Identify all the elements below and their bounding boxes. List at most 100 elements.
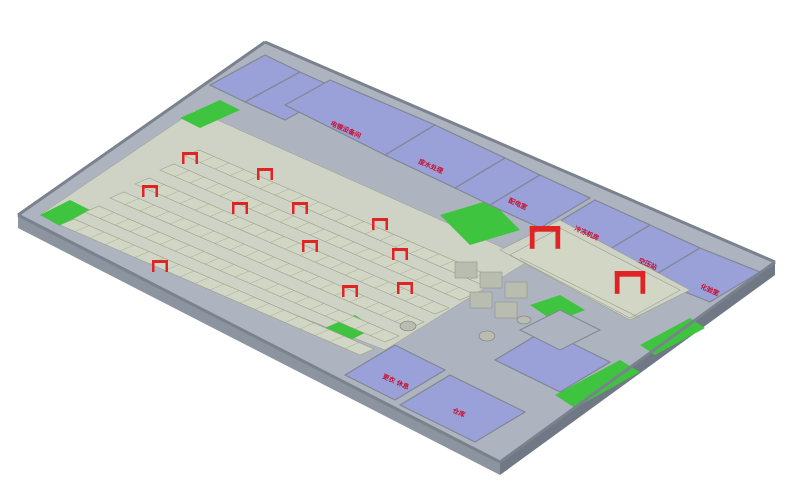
tank-divider xyxy=(344,268,360,276)
tank-divider xyxy=(114,218,130,226)
crane-beam xyxy=(305,202,308,214)
wall-south-east xyxy=(499,260,776,464)
tank-divider xyxy=(289,195,305,202)
slab-front-right xyxy=(500,262,775,475)
tank-divider xyxy=(419,301,435,308)
tank-divider xyxy=(379,308,395,316)
equipment-blocks xyxy=(399,261,532,342)
crane-beam xyxy=(555,226,561,249)
tank-divider xyxy=(224,216,240,224)
crane-beam xyxy=(152,260,155,272)
right-hall-line xyxy=(509,227,681,319)
tank-divider xyxy=(279,290,295,297)
equipment-2 xyxy=(479,271,503,289)
tank-divider xyxy=(369,254,385,262)
crane-beam xyxy=(410,282,413,294)
tank-divider xyxy=(174,244,190,252)
tank-divider xyxy=(284,316,300,323)
crane-beam xyxy=(232,202,248,205)
tank-divider xyxy=(394,240,410,248)
equipment-5 xyxy=(494,301,518,319)
tank-divider xyxy=(209,210,225,217)
gantry-crane-12 xyxy=(529,226,561,249)
crane-beam xyxy=(614,271,646,277)
tank-divider xyxy=(214,237,230,244)
right-line-body xyxy=(509,227,681,319)
crane-beam xyxy=(142,185,145,197)
tank-divider xyxy=(124,198,140,205)
crane-beam xyxy=(529,226,561,232)
tank-divider xyxy=(274,263,290,270)
equipment-4 xyxy=(469,291,493,309)
rooms-top xyxy=(208,54,542,206)
tank-divider xyxy=(189,176,205,184)
crane-beam xyxy=(372,218,388,221)
rooms-bottom xyxy=(343,309,612,443)
crane-beam xyxy=(392,248,408,251)
tank-divider xyxy=(199,230,215,238)
tank-divider xyxy=(324,235,340,242)
tank-divider xyxy=(429,280,445,288)
tank-divider xyxy=(129,225,145,232)
tank-divider xyxy=(374,281,390,289)
crane-beam xyxy=(182,152,185,164)
tank-divider xyxy=(229,243,245,251)
tank-divider xyxy=(349,221,365,228)
tank-divider xyxy=(214,162,230,170)
tank-divider xyxy=(414,274,430,281)
tank-divider xyxy=(204,183,220,190)
tank-divider xyxy=(194,203,210,211)
tank-divider xyxy=(194,277,210,284)
gantry-crane-9 xyxy=(142,185,158,197)
crane-beam xyxy=(342,285,358,288)
tank-divider xyxy=(354,322,370,330)
crane-beam xyxy=(292,202,308,205)
gantry-crane-1 xyxy=(182,152,198,164)
walkway-3 xyxy=(440,200,520,245)
crane-beam xyxy=(614,271,620,294)
tank-divider xyxy=(179,197,195,204)
tank-divider xyxy=(394,315,410,322)
gantry-crane-4 xyxy=(292,202,308,214)
walkway-2 xyxy=(180,100,240,128)
wall-south-west xyxy=(17,213,501,464)
production-lines xyxy=(59,149,500,356)
tank-divider xyxy=(264,283,280,291)
gantry-crane-6 xyxy=(302,240,318,252)
tank-divider xyxy=(99,212,115,219)
crane-beam xyxy=(152,260,168,263)
gantry-crane-13 xyxy=(614,271,646,294)
tank-divider xyxy=(314,329,330,336)
gantry-crane-10 xyxy=(152,260,168,272)
tank-divider xyxy=(404,294,420,302)
crane-beam xyxy=(405,248,408,260)
tank-divider xyxy=(384,261,400,268)
tank-divider xyxy=(159,238,175,245)
tank-divider xyxy=(119,244,135,252)
wall-north-east xyxy=(264,40,776,264)
tank-divider xyxy=(284,242,300,250)
crane-beam xyxy=(529,226,535,249)
crane-beam xyxy=(355,285,358,297)
tank-divider xyxy=(444,287,460,294)
tank-divider xyxy=(329,262,345,269)
tank-divider xyxy=(174,170,190,177)
tank-divider xyxy=(309,228,325,236)
crane-beam xyxy=(142,185,158,188)
room-bottom-4 xyxy=(518,309,602,351)
tank-divider xyxy=(254,303,270,310)
tank-divider xyxy=(249,202,265,210)
tank-divider xyxy=(289,269,305,277)
tank-divider xyxy=(219,189,235,197)
crane-beam xyxy=(302,240,318,243)
tank-divider xyxy=(154,211,170,218)
tank-divider xyxy=(369,329,385,336)
tank-divider xyxy=(349,295,365,303)
gantry-crane-3 xyxy=(232,202,248,214)
tank-divider xyxy=(244,175,260,183)
crane-beam xyxy=(372,218,375,230)
crane-beam xyxy=(165,260,168,272)
tank-divider xyxy=(439,260,455,267)
gantry-crane-11 xyxy=(342,285,358,297)
